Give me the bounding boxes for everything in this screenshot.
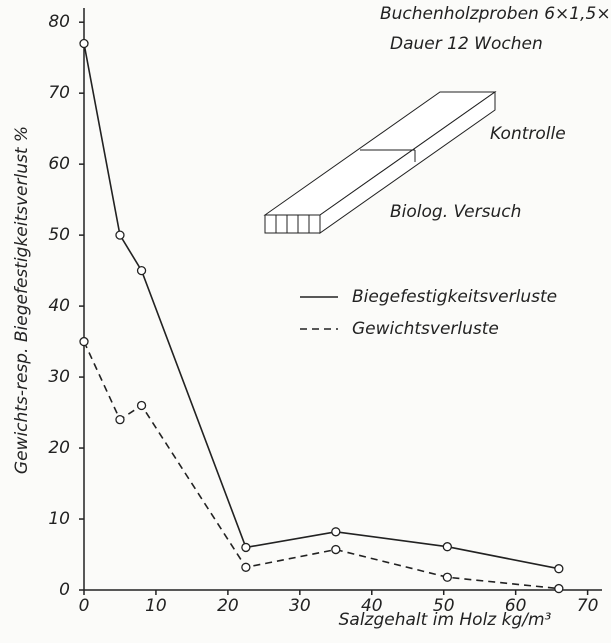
series-line: [84, 342, 559, 589]
annotation: Dauer 12 Wochen: [390, 34, 543, 54]
x-tick-label: 70: [577, 596, 599, 616]
y-tick-label: 20: [48, 438, 70, 458]
point: [443, 543, 451, 551]
legend-label: Gewichtsverluste: [352, 319, 499, 339]
annotation: Kontrolle: [490, 124, 566, 144]
x-tick-label: 60: [505, 596, 527, 616]
y-tick-label: 30: [48, 367, 70, 387]
x-tick-label: 40: [361, 596, 383, 616]
point: [443, 573, 451, 581]
point: [242, 563, 250, 571]
y-tick-label: 80: [48, 12, 70, 32]
point: [332, 528, 340, 536]
y-tick-label: 0: [59, 580, 70, 600]
annotation: Biolog. Versuch: [390, 202, 521, 222]
point: [242, 543, 250, 551]
point: [116, 231, 124, 239]
point: [555, 585, 563, 593]
legend-label: Biegefestigkeitsverluste: [352, 287, 557, 307]
x-tick-label: 30: [289, 596, 311, 616]
x-tick-label: 10: [145, 596, 167, 616]
point: [555, 565, 563, 573]
x-tick-label: 0: [79, 596, 90, 616]
point: [332, 546, 340, 554]
y-tick-label: 50: [48, 225, 70, 245]
point: [138, 401, 146, 409]
y-tick-label: 60: [48, 154, 70, 174]
y-tick-label: 70: [48, 83, 70, 103]
chart: Buchenholzproben 6×1,5×0,5 cm Dauer 12 W…: [0, 0, 611, 643]
y-axis-label: Gewichts-resp. Biegefestigkeitsverlust %: [12, 126, 32, 474]
y-tick-label: 40: [48, 296, 70, 316]
x-tick-label: 20: [217, 596, 239, 616]
point: [116, 416, 124, 424]
x-tick-label: 50: [433, 596, 455, 616]
annotation: Buchenholzproben 6×1,5×0,5 cm: [380, 4, 611, 24]
point: [138, 267, 146, 275]
y-tick-label: 10: [48, 509, 70, 529]
point: [80, 39, 88, 47]
point: [80, 338, 88, 346]
